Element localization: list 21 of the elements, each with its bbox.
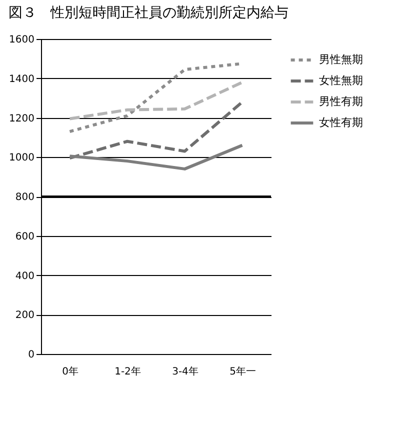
y-tick-label: 1200: [9, 113, 34, 124]
y-tick-label: 0: [28, 350, 34, 360]
x-tick-label: 3-4年: [172, 366, 198, 378]
y-tick-label: 200: [15, 310, 34, 322]
y-tick-label: 1400: [9, 74, 34, 85]
legend-label: 女性無期: [319, 74, 363, 87]
line-series: [68, 100, 244, 160]
x-tick-label: 5年一: [230, 366, 256, 378]
chart-title: 図３ 性別短時間正社員の勤続別所定内給与: [8, 5, 289, 21]
y-tick-label: 1600: [9, 34, 34, 46]
y-tick-label: 800: [15, 192, 34, 203]
y-tick-label: 600: [15, 231, 34, 242]
y-tick-label: 400: [15, 270, 34, 282]
legend-label: 男性有期: [319, 95, 363, 108]
legend-label: 女性有期: [319, 116, 363, 129]
legend-label: 男性無期: [319, 53, 363, 66]
x-tick-label: 1-2年: [114, 366, 141, 378]
y-tick-label: 1000: [9, 152, 34, 164]
line-series: [68, 144, 244, 170]
x-tick-label: 0年: [62, 366, 78, 378]
line-series: [68, 80, 244, 120]
